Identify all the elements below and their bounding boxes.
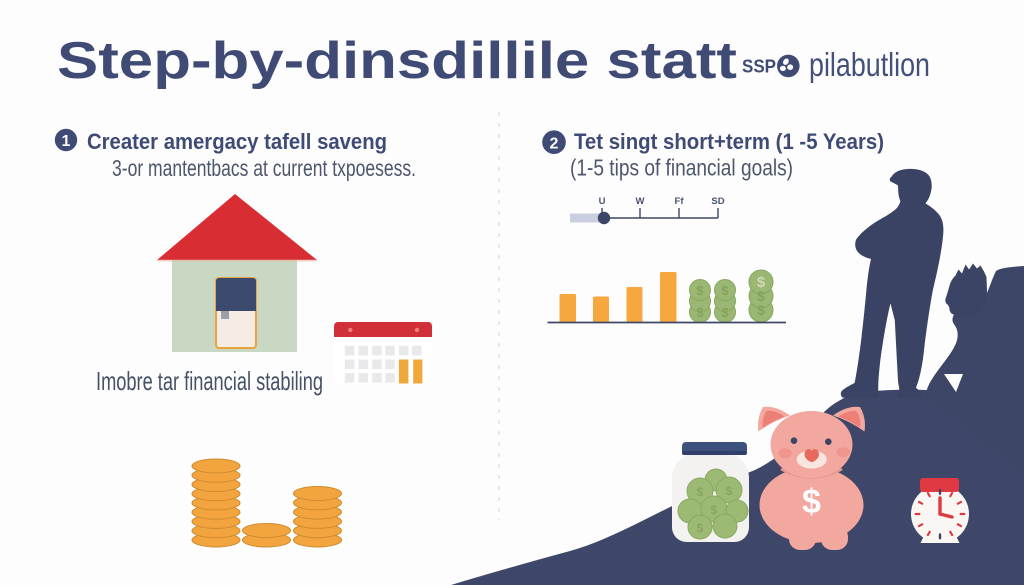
svg-text:U: U: [599, 196, 606, 207]
svg-text:Tet singt short+term (1 -5 Yea: Tet singt short+term (1 -5 Years): [574, 129, 884, 154]
svg-text:$: $: [721, 305, 729, 320]
svg-text:$: $: [696, 283, 704, 298]
svg-text:1: 1: [62, 133, 71, 150]
svg-text:$: $: [696, 305, 704, 320]
svg-text:SSP: SSP: [742, 57, 776, 77]
svg-text:$: $: [697, 521, 704, 535]
svg-text:Imobre tar financial stabiling: Imobre tar financial stabiling: [96, 366, 323, 396]
svg-text:$: $: [757, 302, 765, 318]
svg-text:Creater amergacy tafell saveng: Creater amergacy tafell saveng: [87, 129, 387, 154]
svg-text:SD: SD: [711, 196, 724, 207]
svg-text:$: $: [757, 288, 765, 304]
svg-text:pilabutlion: pilabutlion: [809, 46, 930, 83]
svg-text:$: $: [711, 503, 718, 517]
svg-text:Step-by-dinsdillile statt: Step-by-dinsdillile statt: [57, 32, 737, 90]
svg-text:3-or mantentbacs at current tx: 3-or mantentbacs at current txpoesess.: [112, 155, 416, 181]
svg-text:W: W: [636, 196, 645, 207]
svg-text:$: $: [802, 483, 821, 521]
svg-text:$: $: [757, 274, 766, 291]
svg-text:(1-5 tips of financial goals): (1-5 tips of financial goals): [570, 155, 793, 181]
svg-text:2: 2: [550, 135, 559, 152]
svg-text:$: $: [721, 283, 729, 298]
svg-text:$: $: [697, 485, 704, 499]
svg-text:Ff: Ff: [675, 196, 685, 207]
svg-text:$: $: [726, 484, 733, 498]
